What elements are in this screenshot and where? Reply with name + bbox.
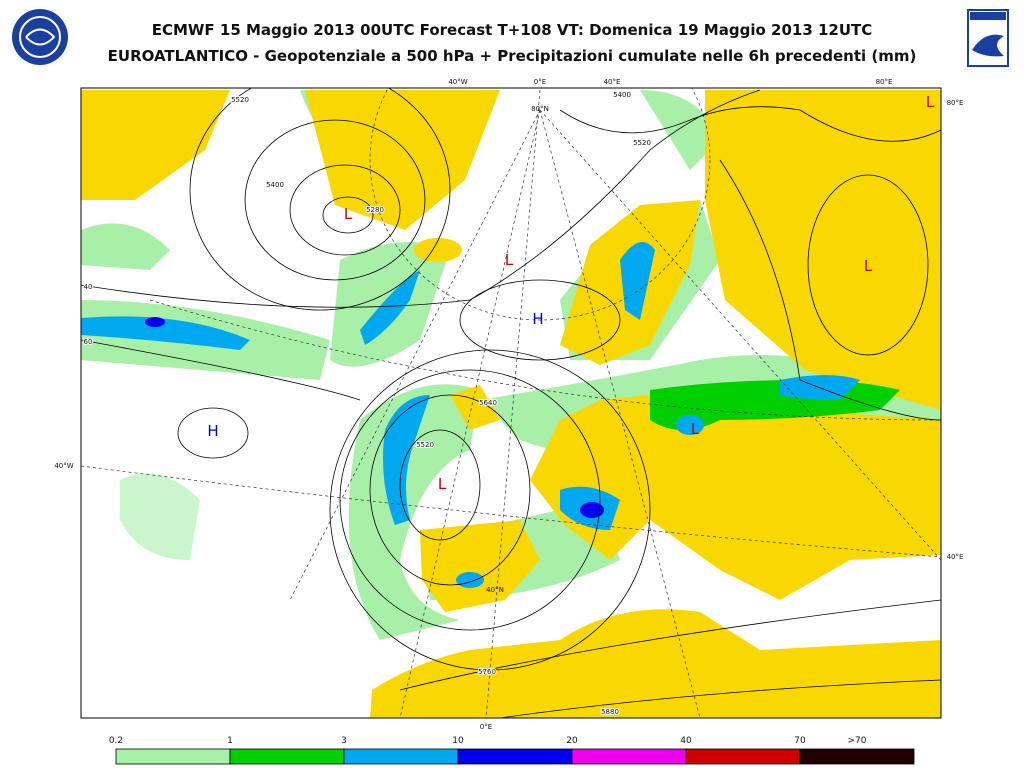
precip-heavy	[81, 242, 900, 588]
legend-label: >70	[848, 736, 867, 746]
legend-label: 20	[566, 736, 578, 746]
coordinate-label: 40°N	[486, 586, 504, 594]
contour-label: 5400	[613, 91, 631, 99]
map-labels: L L L L L L H H 40°W 0°E 40°E 80°E 80°N 80°E 40°W 40°E 4…	[54, 78, 963, 731]
contour-label: 5640	[479, 399, 497, 407]
legend-swatch	[457, 748, 573, 765]
title: ECMWF 15 Maggio 2013 00UTC Forecast T+10…	[152, 21, 873, 39]
coordinate-label: 0°E	[480, 723, 492, 731]
legend-swatch	[229, 748, 345, 765]
graticule	[81, 88, 941, 718]
contour-label: 5280	[366, 206, 384, 214]
coordinate-label: 40°E	[604, 78, 621, 86]
contour-label: 5520	[633, 139, 651, 147]
coordinate-label: 40°W	[54, 462, 73, 470]
legend-swatch	[115, 748, 231, 765]
coordinate-label: 80°E	[947, 99, 964, 107]
legend-swatch	[343, 748, 459, 765]
coordinate-label: 40°E	[947, 553, 964, 561]
logo-right	[967, 9, 1009, 67]
pressure-center: H	[532, 310, 543, 328]
map-frame	[80, 87, 942, 719]
contour-label: 5520	[231, 96, 249, 104]
pressure-center: L	[691, 420, 700, 438]
legend-label: 70	[794, 736, 806, 746]
legend-swatch	[799, 748, 915, 765]
pressure-center: L	[505, 251, 514, 269]
contour-label: 40	[84, 283, 93, 291]
contours	[81, 88, 941, 718]
legend-label: 10	[452, 736, 464, 746]
coordinate-label: 80°E	[876, 78, 893, 86]
map	[81, 88, 941, 718]
legend-label: 40	[680, 736, 692, 746]
coordinate-label: 0°E	[534, 78, 546, 86]
pressure-center: L	[438, 475, 447, 493]
logo-left	[12, 9, 68, 65]
pressure-center: L	[344, 205, 353, 223]
contour-label: 5880	[601, 708, 619, 716]
coordinate-label: 80°N	[531, 105, 549, 113]
coordinate-label: 40°W	[448, 78, 467, 86]
subtitle: EUROATLANTICO - Geopotenziale a 500 hPa …	[108, 47, 917, 65]
contour-label: 60	[84, 338, 93, 346]
legend: 0.2 1 3 10 20 40 70 >70	[109, 736, 915, 765]
legend-label: 1	[227, 736, 233, 746]
legend-swatch	[571, 748, 687, 765]
legend-label: 3	[341, 736, 347, 746]
legend-label: 0.2	[109, 736, 123, 746]
contour-label: 5520	[416, 441, 434, 449]
pressure-center: L	[864, 257, 873, 275]
pressure-center: L	[926, 93, 935, 111]
pressure-center: H	[207, 422, 218, 440]
legend-swatch	[685, 748, 801, 765]
contour-label: 5760	[478, 668, 496, 676]
contour-label: 5400	[266, 181, 284, 189]
